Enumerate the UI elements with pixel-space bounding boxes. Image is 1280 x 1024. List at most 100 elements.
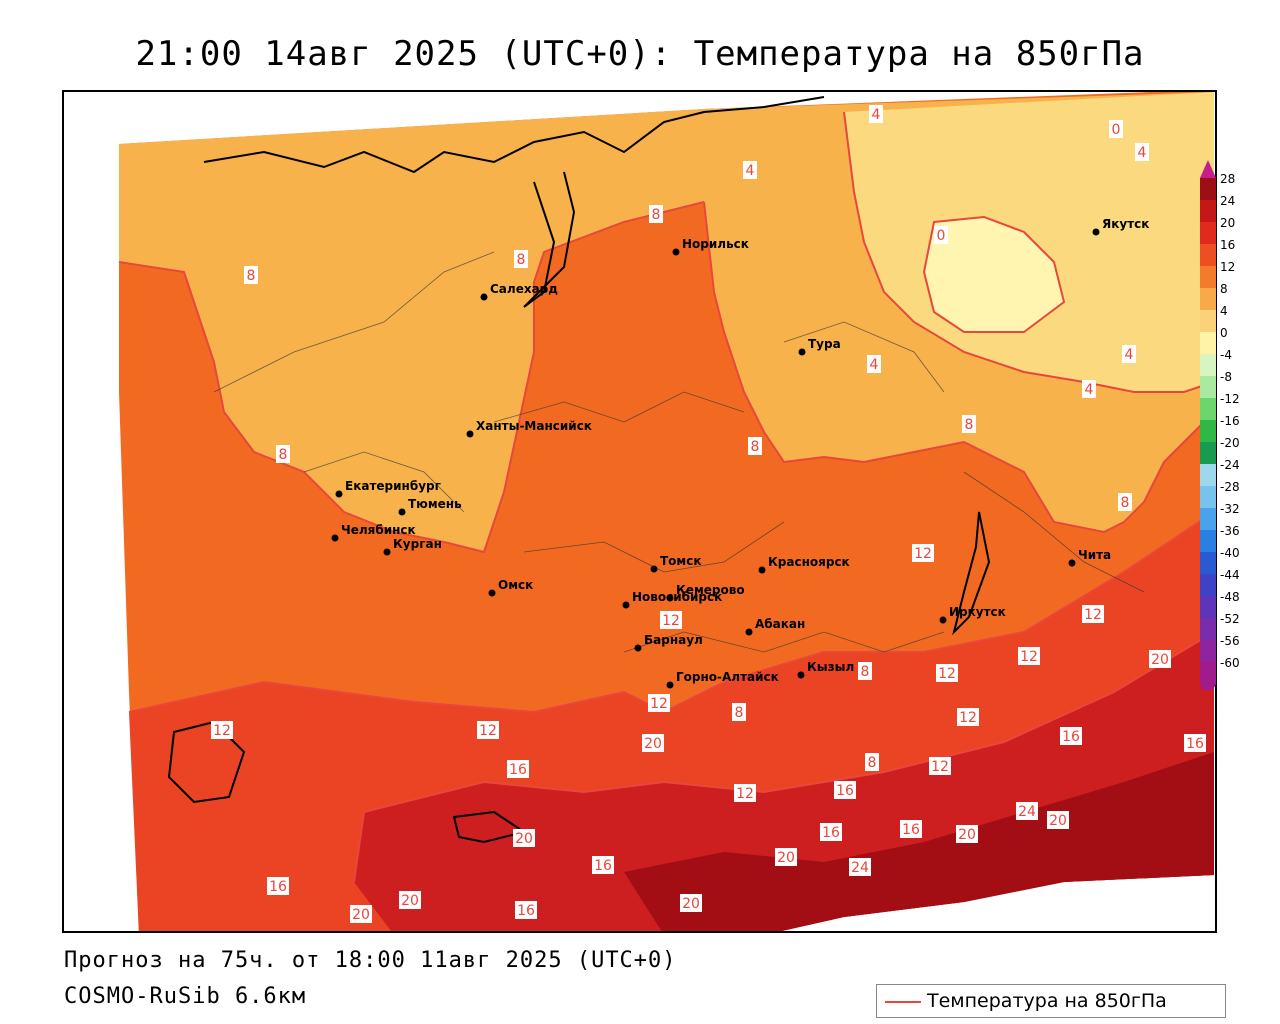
scale-swatch bbox=[1200, 398, 1216, 420]
svg-text:8: 8 bbox=[279, 447, 288, 463]
contour-label: 16 bbox=[507, 760, 529, 778]
scale-label: -28 bbox=[1220, 480, 1240, 494]
contour-label: 12 bbox=[936, 664, 958, 682]
scale-swatch bbox=[1200, 420, 1216, 442]
contour-label: 0 bbox=[934, 226, 948, 244]
city-dot bbox=[745, 628, 753, 636]
svg-text:12: 12 bbox=[938, 666, 956, 682]
svg-text:12: 12 bbox=[914, 546, 932, 562]
contour-label: 20 bbox=[775, 848, 797, 866]
contour-label: 4 bbox=[1122, 345, 1136, 363]
svg-text:4: 4 bbox=[1125, 347, 1134, 363]
contour-label: 12 bbox=[912, 544, 934, 562]
scale-swatch bbox=[1200, 618, 1216, 640]
svg-text:12: 12 bbox=[213, 723, 231, 739]
city-label: Омск bbox=[498, 578, 533, 592]
city-dot bbox=[666, 594, 674, 602]
city-markers: Норильск Якутск Салехард Тура Ханты-Мансийск… bbox=[331, 217, 1149, 689]
svg-text:8: 8 bbox=[868, 755, 877, 771]
contour-label: 8 bbox=[962, 415, 976, 433]
svg-text:12: 12 bbox=[1084, 607, 1102, 623]
svg-text:8: 8 bbox=[735, 705, 744, 721]
scale-swatch bbox=[1200, 508, 1216, 530]
model-text: COSMO-RuSib 6.6км bbox=[64, 984, 307, 1009]
scale-swatch bbox=[1200, 288, 1216, 310]
svg-text:8: 8 bbox=[751, 439, 760, 455]
contour-label: 4 bbox=[1135, 143, 1149, 161]
contour-label: 8 bbox=[649, 205, 663, 223]
scale-swatch bbox=[1200, 354, 1216, 376]
city-dot bbox=[634, 644, 642, 652]
contour-label: 8 bbox=[858, 662, 872, 680]
scale-label: -52 bbox=[1220, 612, 1240, 626]
city-label: Кызыл bbox=[807, 660, 854, 674]
scale-label: 20 bbox=[1220, 216, 1235, 230]
contour-label: 4 bbox=[1082, 380, 1096, 398]
forecast-text: Прогноз на 75ч. от 18:00 11авг 2025 (UTC… bbox=[64, 948, 677, 973]
contour-label: 16 bbox=[820, 823, 842, 841]
svg-text:4: 4 bbox=[1085, 382, 1094, 398]
city-dot bbox=[488, 589, 496, 597]
contour-label: 4 bbox=[867, 355, 881, 373]
svg-text:20: 20 bbox=[958, 827, 976, 843]
svg-text:16: 16 bbox=[517, 903, 535, 919]
contour-label: 12 bbox=[929, 757, 951, 775]
city-label: Якутск bbox=[1102, 217, 1149, 231]
scale-label: -40 bbox=[1220, 546, 1240, 560]
contour-label: 8 bbox=[865, 753, 879, 771]
scale-label: -44 bbox=[1220, 568, 1240, 582]
legend: Температура на 850гПа bbox=[876, 984, 1226, 1018]
scale-label: -8 bbox=[1220, 370, 1232, 384]
svg-text:16: 16 bbox=[902, 822, 920, 838]
svg-text:8: 8 bbox=[861, 664, 870, 680]
contour-label: 20 bbox=[513, 829, 535, 847]
svg-text:20: 20 bbox=[1049, 813, 1067, 829]
svg-text:0: 0 bbox=[1112, 122, 1121, 138]
legend-line-swatch bbox=[885, 1001, 921, 1003]
contour-label: 8 bbox=[732, 703, 746, 721]
scale-swatch bbox=[1200, 574, 1216, 596]
city-label: Ханты-Мансийск bbox=[476, 419, 592, 433]
contour-label: 20 bbox=[642, 734, 664, 752]
field-0 bbox=[924, 217, 1064, 332]
svg-text:12: 12 bbox=[1020, 649, 1038, 665]
svg-text:16: 16 bbox=[509, 762, 527, 778]
contour-label: 4 bbox=[869, 105, 883, 123]
svg-text:12: 12 bbox=[931, 759, 949, 775]
admin-boundaries bbox=[213, 251, 1145, 653]
city-dot bbox=[622, 601, 630, 609]
city-label: Иркутск bbox=[949, 605, 1006, 619]
scale-arrow-top bbox=[1200, 160, 1216, 178]
scale-label: -16 bbox=[1220, 414, 1240, 428]
city-dot bbox=[650, 565, 658, 573]
svg-text:20: 20 bbox=[352, 907, 370, 923]
scale-swatch bbox=[1200, 596, 1216, 618]
scale-swatch bbox=[1200, 662, 1216, 684]
city-label: Тура bbox=[808, 337, 841, 351]
map-title: 21:00 14авг 2025 (UTC+0): Температура на… bbox=[135, 34, 1145, 74]
city-dot bbox=[480, 293, 488, 301]
svg-text:20: 20 bbox=[515, 831, 533, 847]
city-label: Новосибирск bbox=[632, 590, 722, 604]
city-label: Абакан bbox=[755, 617, 805, 631]
city-label: Горно-Алтайск bbox=[676, 670, 779, 684]
scale-swatch bbox=[1200, 486, 1216, 508]
field-8-west bbox=[119, 109, 704, 552]
city-label: Курган bbox=[393, 537, 442, 551]
contour-label: 16 bbox=[1060, 727, 1082, 745]
contour-labels: 4 0 4 4 8 8 0 8 8 4 4 4 8 8 8 12 12 12 12 20 12 12 12 8 8 12 12 16 1… bbox=[211, 105, 1206, 923]
temperature-map: 4 0 4 4 8 8 0 8 8 4 4 4 8 8 8 12 12 12 12 20 12 12 12 8 8 12 12 16 1… bbox=[62, 90, 1217, 933]
city-dot bbox=[797, 671, 805, 679]
svg-text:20: 20 bbox=[777, 850, 795, 866]
svg-text:8: 8 bbox=[965, 417, 974, 433]
svg-text:12: 12 bbox=[959, 710, 977, 726]
scale-arrow-bottom bbox=[1200, 684, 1216, 690]
contour-label: 8 bbox=[748, 437, 762, 455]
svg-text:0: 0 bbox=[937, 228, 946, 244]
svg-text:16: 16 bbox=[822, 825, 840, 841]
city-dot bbox=[383, 548, 391, 556]
svg-text:8: 8 bbox=[652, 207, 661, 223]
scale-swatch bbox=[1200, 552, 1216, 574]
svg-text:8: 8 bbox=[1121, 495, 1130, 511]
contour-label: 16 bbox=[592, 856, 614, 874]
